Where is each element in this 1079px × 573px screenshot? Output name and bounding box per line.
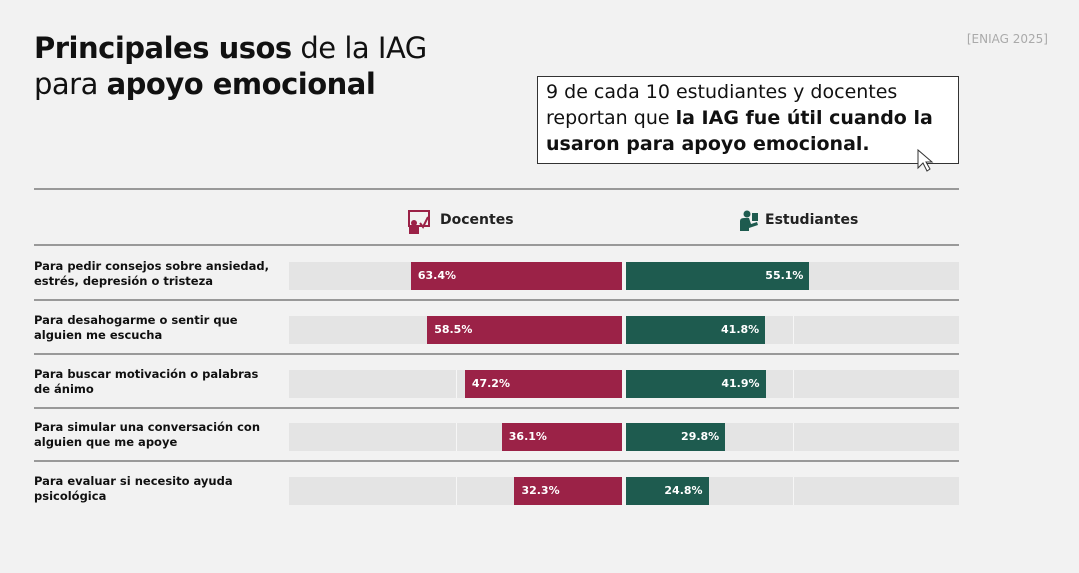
cursor-icon [917,148,934,172]
callout-text: 9 de cada 10 estudiantes y docentes repo… [546,81,898,129]
source: [ENIAG 2025] [966,32,1048,46]
gridline [455,477,457,505]
bar [626,423,726,452]
gridline [455,423,457,452]
value-label: 32.3% [521,484,560,497]
value-label: 29.8% [681,430,720,444]
title-part: de la IAG [291,31,427,65]
category-label: Para pedir consejos sobre ansiedad, estr… [34,259,270,288]
value-label: 58.5% [434,322,473,336]
legend-label: Estudiantes [765,212,859,228]
gridline [792,315,794,344]
value-label: 47.2% [471,376,510,390]
category-label: Para buscar motivación o palabras de áni… [34,366,259,396]
value-label: 41.9% [721,376,760,390]
category-label: Para desahogarme o sentir que alguien me… [34,312,238,342]
legend-icon [408,210,430,234]
bar [501,423,622,452]
bar [626,369,766,398]
bar [626,262,810,290]
divider [34,460,959,463]
divider [34,244,959,246]
gridline [792,423,794,452]
gridline [792,369,794,398]
chart-title: Principales usos de la IAG para apoyo em… [34,30,427,102]
title-part: Principales usos [34,31,292,65]
bar [427,315,622,344]
gridline [792,477,794,505]
divider [34,352,959,355]
category-label: Para simular una conversación con alguie… [34,420,261,450]
divider [34,406,959,409]
bar [626,477,709,505]
title-part: para [34,67,107,101]
value-label: 24.8% [664,484,703,497]
category-label: Para evaluar si necesito ayuda psicológi… [34,474,233,503]
callout: 9 de cada 10 estudiantes y docentes repo… [537,76,959,164]
value-label: 41.8% [721,322,760,336]
callout-text: la IAG fue útil cuando la usaron para ap… [546,107,933,155]
divider [34,299,959,301]
title-part: apoyo emocional [106,67,376,101]
value-label: 55.1% [765,269,804,282]
bar [410,262,622,290]
divider [34,188,959,190]
legend-icon [740,210,758,231]
gridline [455,369,457,398]
value-label: 63.4% [417,269,457,282]
bar [464,369,622,398]
legend-label: Docentes [440,212,514,228]
value-label: 36.1% [508,430,547,444]
bar [514,477,622,505]
bar [626,315,766,344]
